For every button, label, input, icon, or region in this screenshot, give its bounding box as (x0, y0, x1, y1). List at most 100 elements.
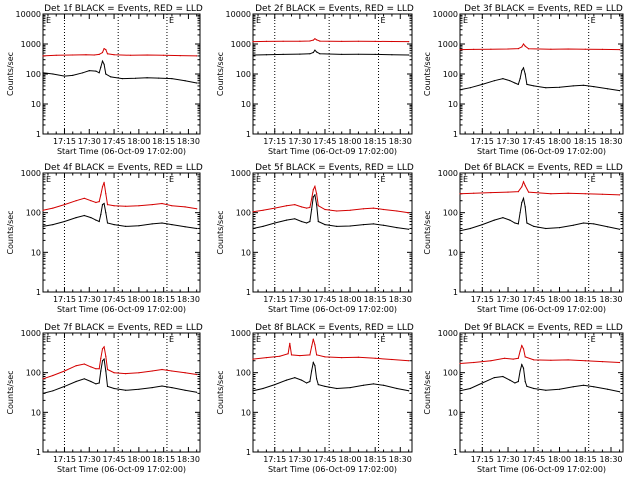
data-point-lld (100, 357, 102, 359)
data-point-events (151, 387, 153, 389)
data-point-events (408, 390, 410, 392)
y-tick-label: 100 (26, 369, 41, 378)
x-tick-label: 18:00 (548, 295, 571, 304)
series-line-events (459, 363, 620, 393)
plot-frame (252, 332, 413, 453)
corner-mark: E (591, 175, 596, 184)
data-point-lld (550, 48, 552, 50)
data-point-lld (517, 48, 519, 50)
data-point-lld (299, 40, 301, 42)
data-point-events (161, 385, 163, 387)
data-point-events (72, 74, 74, 76)
data-point-events (252, 390, 254, 392)
data-point-lld (309, 40, 311, 42)
data-point-events (106, 222, 109, 224)
data-point-events (146, 77, 148, 79)
x-tick-label: 18:30 (599, 295, 622, 304)
data-point-lld (151, 370, 153, 372)
data-point-lld (408, 360, 410, 362)
data-point-events (509, 379, 511, 381)
data-point-lld (184, 372, 186, 374)
data-point-events (184, 389, 186, 391)
data-point-events (105, 73, 107, 75)
data-point-events (545, 227, 547, 230)
data-point-events (349, 387, 351, 389)
data-point-events (619, 90, 621, 92)
corner-mark: E (169, 335, 174, 344)
series-line-events (252, 49, 409, 56)
data-point-lld (372, 207, 375, 209)
data-point-events (517, 380, 519, 383)
corner-mark: E (256, 16, 261, 25)
data-point-events (317, 384, 319, 386)
panel-title: Det 2f BLACK = Events, RED = LLD (255, 4, 414, 14)
plot-frame (459, 172, 624, 293)
data-point-events (75, 217, 77, 219)
data-point-events (90, 217, 92, 219)
data-point-events (103, 358, 105, 360)
data-point-events (103, 202, 105, 205)
data-point-lld (101, 348, 104, 350)
data-point-events (459, 89, 461, 91)
data-point-lld (98, 368, 100, 370)
data-point-events (558, 388, 561, 390)
x-axis-label: Start Time (06-Oct-09 17:02:00) (268, 465, 397, 474)
data-point-events (309, 53, 311, 55)
data-point-events (607, 226, 609, 228)
data-point-events (98, 382, 100, 384)
data-point-lld (567, 359, 569, 361)
data-point-events (274, 222, 276, 224)
data-point-lld (299, 355, 301, 357)
data-point-lld (312, 189, 314, 191)
data-point-events (171, 387, 173, 389)
data-point-lld (101, 186, 104, 188)
y-tick-label: 1 (36, 130, 41, 139)
x-tick-label: 17:15 (53, 455, 76, 464)
data-point-events (161, 222, 163, 224)
data-point-events (619, 228, 621, 230)
y-tick-label: 1 (246, 130, 251, 139)
data-point-events (469, 227, 471, 230)
x-tick-label: 18:30 (177, 455, 200, 464)
y-tick-label: 100 (443, 209, 458, 218)
data-point-lld (524, 185, 526, 187)
data-point-lld (106, 53, 109, 55)
x-tick-label: 17:45 (313, 137, 336, 146)
data-point-events (521, 364, 523, 366)
data-point-lld (312, 338, 314, 340)
series-line-lld (42, 47, 197, 57)
data-point-events (572, 386, 574, 388)
x-tick-label: 18:00 (548, 455, 571, 464)
data-point-events (382, 224, 385, 226)
data-point-events (52, 390, 54, 392)
y-tick-label: 10 (448, 100, 458, 109)
x-tick-label: 17:15 (471, 455, 494, 464)
x-tick-label: 18:00 (127, 455, 150, 464)
data-point-events (311, 208, 313, 211)
x-tick-label: 18:15 (574, 455, 597, 464)
x-axis-label: Start Time (06-Oct-09 17:02:00) (57, 147, 186, 156)
data-point-events (309, 220, 311, 223)
data-point-lld (138, 372, 140, 374)
x-tick-label: 17:45 (522, 455, 545, 464)
data-point-events (196, 82, 198, 84)
corner-mark: E (46, 335, 51, 344)
data-point-events (311, 370, 313, 372)
data-point-lld (324, 356, 326, 358)
panel-title: Det 3f BLACK = Events, RED = LLD (464, 4, 623, 14)
data-point-lld (42, 378, 44, 380)
data-point-events (607, 388, 609, 390)
data-point-lld (517, 357, 519, 359)
data-point-events (374, 53, 376, 56)
data-point-events (372, 223, 375, 225)
chart-panel-4: Det 4f BLACK = Events, RED = LLD 1 10 100 10… (6, 163, 203, 314)
data-point-events (572, 224, 574, 226)
data-point-lld (72, 54, 74, 56)
series-line-events (42, 59, 197, 84)
x-tick-label: 17:30 (78, 137, 101, 146)
data-point-events (110, 76, 112, 78)
data-point-lld (105, 193, 107, 195)
x-axis-label: Start Time (06-Oct-09 17:02:00) (477, 147, 606, 156)
data-point-lld (90, 366, 92, 368)
